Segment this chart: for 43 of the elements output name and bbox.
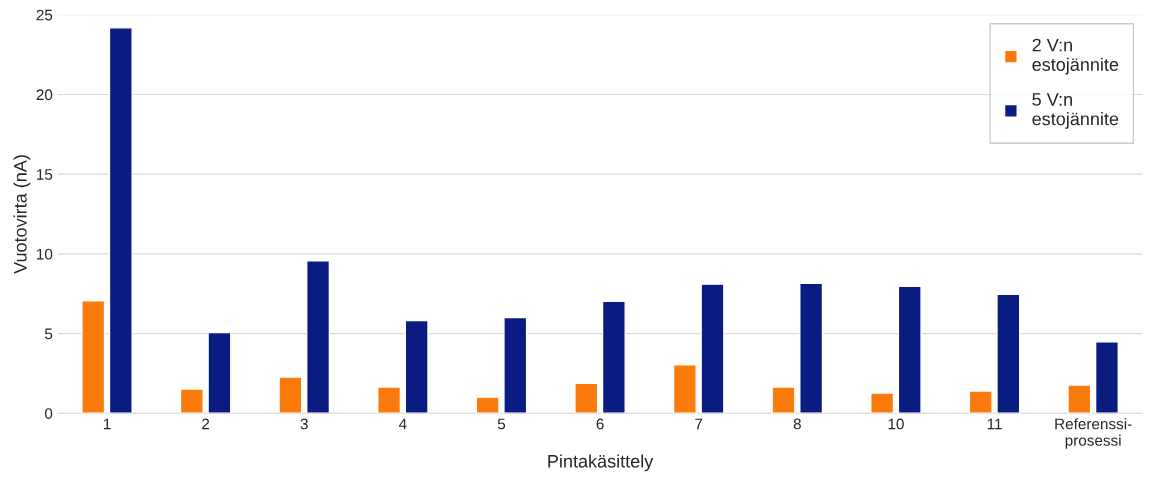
bar (574, 382, 599, 414)
bar (81, 300, 106, 414)
bar (897, 285, 922, 414)
x-tick-label: 10 (888, 418, 904, 430)
x-tick-label: 1 (103, 418, 111, 430)
x-tick-label: 8 (793, 418, 801, 430)
y-tick-label: 15 (37, 169, 53, 180)
bar (306, 260, 331, 414)
bar (207, 331, 232, 414)
legend-label: 5 V:n estojännite (1032, 93, 1119, 129)
bar (672, 364, 697, 414)
bar (601, 300, 626, 414)
bar (799, 282, 824, 414)
x-tick-label: Referenssi- prosessi (1055, 418, 1132, 449)
legend-label: 2 V:n estojännite (1032, 38, 1119, 75)
bar (503, 316, 528, 414)
x-tick-label: 11 (987, 418, 1002, 430)
x-tick-label: 6 (596, 418, 604, 430)
bar (108, 27, 133, 414)
x-tick-label: 4 (398, 418, 407, 430)
bar (870, 392, 895, 414)
bar (404, 319, 429, 414)
y-axis-title: Vuotovirta (nA) (13, 155, 31, 274)
bar (179, 388, 204, 414)
bar (475, 396, 500, 414)
bar (1094, 341, 1119, 414)
y-tick-label: 25 (36, 9, 53, 21)
y-tick-label: 5 (44, 328, 53, 340)
x-tick-label: 7 (695, 418, 703, 430)
y-tick-label: 0 (44, 408, 53, 419)
bar (771, 386, 796, 414)
bar (278, 376, 303, 414)
bar (968, 390, 993, 414)
x-tick-label: 2 (202, 418, 210, 430)
bar (377, 386, 402, 414)
bar (1067, 384, 1092, 414)
bar (700, 283, 725, 414)
bar (996, 293, 1021, 414)
x-tick-label: 3 (300, 418, 308, 430)
y-tick-label: 10 (37, 248, 53, 260)
x-tick-label: 5 (497, 418, 506, 430)
x-axis-title: Pintakäsittely (548, 454, 654, 472)
y-tick-label: 20 (36, 89, 53, 101)
